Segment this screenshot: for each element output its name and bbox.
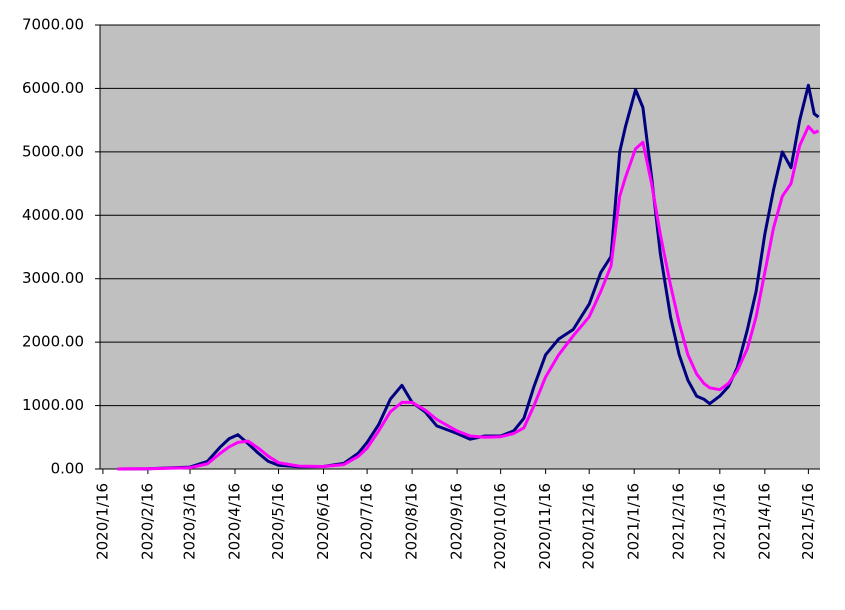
x-tick-label: 2021/2/16 <box>670 483 688 560</box>
x-tick-label: 2020/2/16 <box>138 483 156 560</box>
x-tick-label: 2021/4/16 <box>755 483 773 560</box>
x-tick-label: 2020/12/16 <box>580 483 598 569</box>
x-tick-label: 2020/4/16 <box>226 483 244 560</box>
y-tick-label: 5000.00 <box>22 142 84 160</box>
x-tick-label: 2020/5/16 <box>269 483 287 560</box>
series-line <box>117 83 820 471</box>
x-tick-label: 2021/5/16 <box>799 483 817 560</box>
y-tick-label: 3000.00 <box>22 269 84 287</box>
plot-area <box>100 25 820 469</box>
y-tick-label: 1000.00 <box>22 396 84 414</box>
x-tick-label: 2020/1/16 <box>93 483 111 560</box>
x-tick-label: 2020/9/16 <box>448 483 466 560</box>
y-tick-label: 6000.00 <box>22 79 84 97</box>
x-tick-label: 2020/3/16 <box>181 483 199 560</box>
x-tick-label: 2020/11/16 <box>536 483 554 569</box>
x-tick-label: 2020/8/16 <box>403 483 421 560</box>
series-line <box>117 125 820 471</box>
x-tick-label: 2020/6/16 <box>314 483 332 560</box>
y-tick-label: 2000.00 <box>22 333 84 351</box>
y-tick-label: 4000.00 <box>22 206 84 224</box>
x-tick-label: 2021/1/16 <box>625 483 643 560</box>
y-tick-label: 0.00 <box>51 460 84 478</box>
x-tick-label: 2020/10/16 <box>491 483 509 569</box>
x-tick-label: 2020/7/16 <box>358 483 376 560</box>
x-tick-label: 2021/3/16 <box>710 483 728 560</box>
y-tick-label: 7000.00 <box>22 16 84 34</box>
